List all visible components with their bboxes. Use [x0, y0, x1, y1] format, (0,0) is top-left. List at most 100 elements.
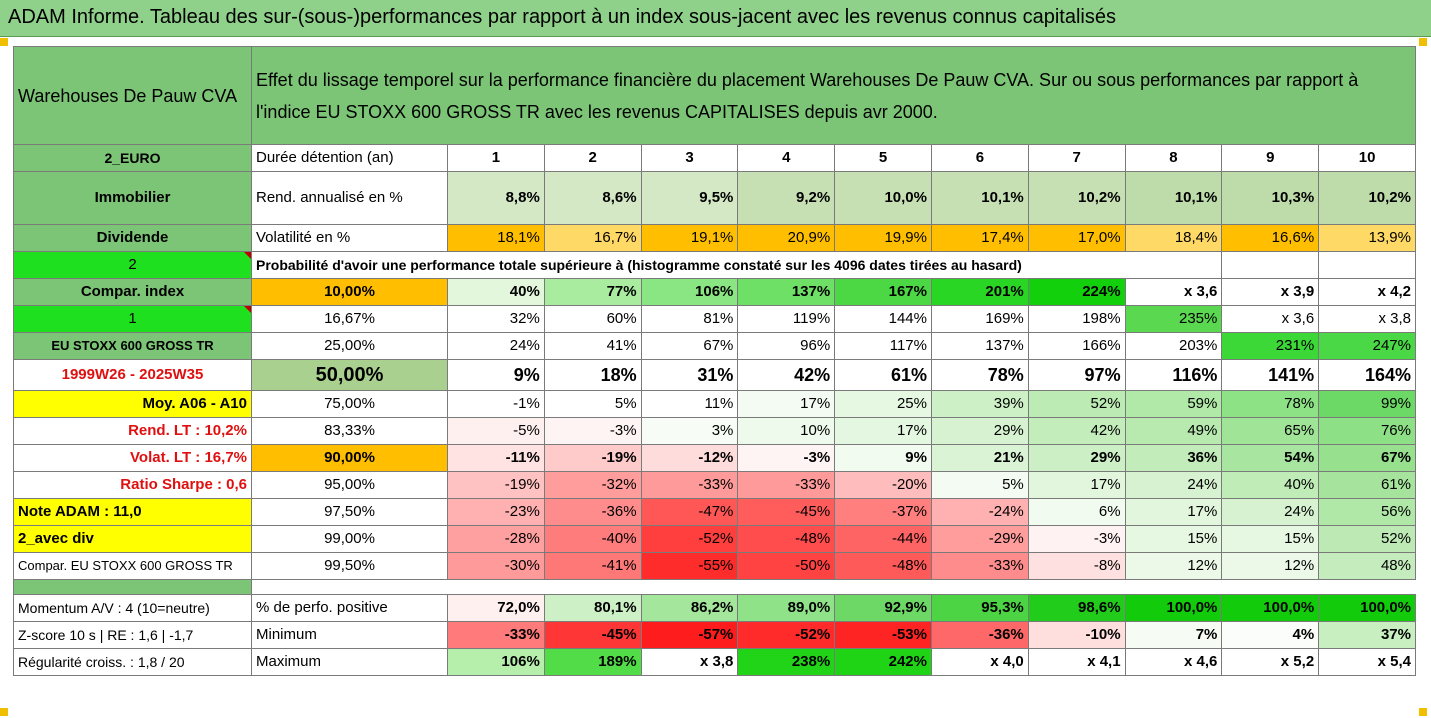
quantile-cell: -32% [543, 471, 642, 499]
quantile-cell: -20% [834, 471, 932, 499]
quantile-cell: 5% [930, 471, 1029, 499]
quantile-cell: -37% [834, 498, 932, 526]
side-label-compar-full: Compar. EU STOXX 600 GROSS TR [13, 552, 252, 580]
quantile-cell: 15% [1124, 525, 1223, 553]
quantile-cell: 52% [1027, 390, 1126, 418]
quantile-cell: 97% [1027, 359, 1126, 391]
data-cell: 3 [640, 144, 739, 172]
stats-cell: x 5,4 [1318, 648, 1416, 676]
data-cell: 13,9% [1318, 224, 1416, 252]
quantile-cell: 60% [543, 305, 642, 333]
quantile-cell: 169% [930, 305, 1029, 333]
quantile-cell: 29% [1027, 444, 1126, 472]
quantile-cell: 224% [1027, 278, 1126, 306]
quantile-cell: 32% [447, 305, 545, 333]
quantile-cell: 18% [543, 359, 642, 391]
data-cell: 8,8% [447, 171, 545, 225]
data-cell: 6 [930, 144, 1029, 172]
data-cell: 9,5% [640, 171, 739, 225]
quantile-row: Rend. LT : 10,2% 83,33% -5% -3% 3% 10% 17% 29% 4… [13, 417, 1416, 445]
data-cell: 2 [543, 144, 642, 172]
side-label-moy: Moy. A06 - A10 [13, 390, 252, 418]
data-cell: 10,3% [1221, 171, 1320, 225]
probability-description: Probabilité d'avoir une performance tota… [250, 251, 1223, 279]
quantile-cell: 99% [1318, 390, 1416, 418]
quantile-cell: 12% [1124, 552, 1223, 580]
stats-cell: 89,0% [737, 594, 836, 622]
quantile-cell: 78% [1221, 390, 1320, 418]
quantile-cell: 6% [1027, 498, 1126, 526]
row-metric-name: Durée détention (an) [251, 144, 448, 172]
data-cell: 5 [834, 144, 932, 172]
quantile-level: 50,00% [251, 359, 448, 391]
quantile-cell: -1% [447, 390, 545, 418]
probability-label: 2 [13, 251, 252, 279]
quantile-row: 1999W26 - 2025W35 50,00% 9% 18% 31% 42% 61% 78%… [13, 359, 1416, 391]
quantile-cell: 65% [1221, 417, 1320, 445]
data-cell: 7 [1027, 144, 1126, 172]
data-cell: 10,2% [1318, 171, 1416, 225]
stats-cell: 80,1% [543, 594, 642, 622]
stats-cell: 98,6% [1027, 594, 1126, 622]
quantile-cell: 24% [1221, 498, 1320, 526]
stats-cell: -45% [543, 621, 642, 649]
quantile-level: 99,00% [251, 525, 448, 553]
spacer-row [13, 579, 1416, 595]
row-category-label: Dividende [13, 224, 252, 252]
quantile-cell: 119% [737, 305, 836, 333]
stats-cell: 242% [834, 648, 932, 676]
quantile-level: 90,00% [251, 444, 448, 472]
quantile-cell: 40% [447, 278, 545, 306]
quantile-cell: -36% [543, 498, 642, 526]
quantile-cell: 67% [1318, 444, 1416, 472]
quantile-cell: 24% [1124, 471, 1223, 499]
quantile-level: 16,67% [251, 305, 448, 333]
quantile-cell: 96% [737, 332, 836, 360]
data-cell: 9,2% [737, 171, 836, 225]
row-metric-name: Rend. annualisé en % [251, 171, 448, 225]
summary-row: 2_EURO Durée détention (an) 1 2 3 4 5 6 7 8 9 10 [13, 144, 1416, 172]
quantile-cell: 81% [640, 305, 739, 333]
quantile-row: Moy. A06 - A10 75,00% -1% 5% 11% 17% 25% 39% 52%… [13, 390, 1416, 418]
quantile-cell: x 3,6 [1124, 278, 1223, 306]
corner-marker-left [0, 38, 8, 46]
stats-cell: 189% [543, 648, 642, 676]
stats-cell: -52% [737, 621, 836, 649]
quantile-cell: 61% [1318, 471, 1416, 499]
quantile-cell: -33% [930, 552, 1029, 580]
quantile-cell: x 3,6 [1221, 305, 1320, 333]
quantile-cell: 25% [834, 390, 932, 418]
quantile-cell: 42% [1027, 417, 1126, 445]
row-metric-name: Volatilité en % [251, 224, 448, 252]
quantile-row: 2_avec div 99,00% -28% -40% -52% -48% -44% -29%… [13, 525, 1416, 553]
quantile-cell: -29% [930, 525, 1029, 553]
quantile-cell: 167% [834, 278, 932, 306]
quantile-cell: 12% [1221, 552, 1320, 580]
quantile-row: Ratio Sharpe : 0,6 95,00% -19% -32% -33% -33%… [13, 471, 1416, 499]
quantile-cell: 36% [1124, 444, 1223, 472]
quantile-row: Compar. index 10,00% 40% 77% 106% 137% 167% 201… [13, 278, 1416, 306]
spacer-cell [13, 579, 252, 595]
quantile-level: 83,33% [251, 417, 448, 445]
data-cell: 8 [1124, 144, 1223, 172]
quantile-cell: 164% [1318, 359, 1416, 391]
quantile-cell: 39% [930, 390, 1029, 418]
stats-name: Minimum [251, 621, 448, 649]
stats-cell: -57% [640, 621, 739, 649]
quantile-cell: -19% [543, 444, 642, 472]
quantile-row: 1 16,67% 32% 60% 81% 119% 144% 169% 198% 235% x 3,… [13, 305, 1416, 333]
stats-cell: x 5,2 [1221, 648, 1320, 676]
corner-marker-bottom-right [1419, 708, 1427, 716]
quantile-cell: 10% [737, 417, 836, 445]
stats-label: Régularité croiss. : 1,8 / 20 [13, 648, 252, 676]
stats-cell: 37% [1318, 621, 1416, 649]
stats-row: Régularité croiss. : 1,8 / 20 Maximum 106%… [13, 648, 1416, 676]
quantile-cell: 49% [1124, 417, 1223, 445]
quantile-cell: -5% [447, 417, 545, 445]
stats-cell: 100,0% [1124, 594, 1223, 622]
probability-header-row: 2 Probabilité d'avoir une performance tot… [13, 251, 1416, 279]
quantile-level: 10,00% [251, 278, 448, 306]
stats-cell: 4% [1221, 621, 1320, 649]
quantile-cell: 52% [1318, 525, 1416, 553]
side-label-volat-lt: Volat. LT : 16,7% [13, 444, 252, 472]
